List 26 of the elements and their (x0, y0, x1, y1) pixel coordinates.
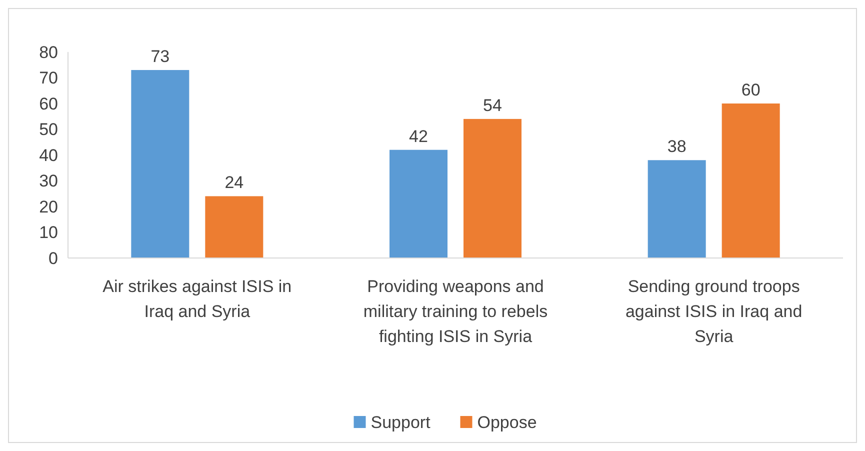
bar (464, 118, 522, 258)
y-tick-label: 30 (39, 172, 58, 191)
y-tick-label: 40 (39, 146, 58, 165)
y-tick-label: 70 (39, 68, 58, 88)
data-label: 73 (150, 47, 170, 66)
y-tick-label: 20 (39, 197, 58, 216)
data-label: 42 (409, 126, 428, 146)
bar (648, 160, 706, 258)
legend-label: Support (370, 413, 431, 432)
bar (722, 104, 780, 258)
legend-label: Oppose (477, 413, 537, 432)
x-tick-label: Providing weapons and military training to rebels fighting ISIS in Syria (363, 277, 548, 346)
x-tick-label: Sending ground troops against ISIS in Iraq and Syria (625, 277, 802, 346)
bar (390, 150, 448, 258)
data-label: 38 (667, 137, 686, 156)
data-label: 54 (483, 96, 502, 115)
y-tick-label: 60 (39, 94, 58, 114)
y-tick-label: 50 (39, 120, 58, 140)
x-tick-label: Air strikes against ISIS in Iraq and Syria (102, 277, 292, 321)
y-tick-label: 10 (39, 223, 58, 242)
data-label: 60 (741, 80, 760, 100)
bar (131, 70, 190, 258)
bar (205, 196, 264, 258)
y-tick-label: 80 (39, 42, 58, 62)
y-tick-label: 0 (48, 248, 58, 268)
data-label: 24 (224, 173, 244, 192)
